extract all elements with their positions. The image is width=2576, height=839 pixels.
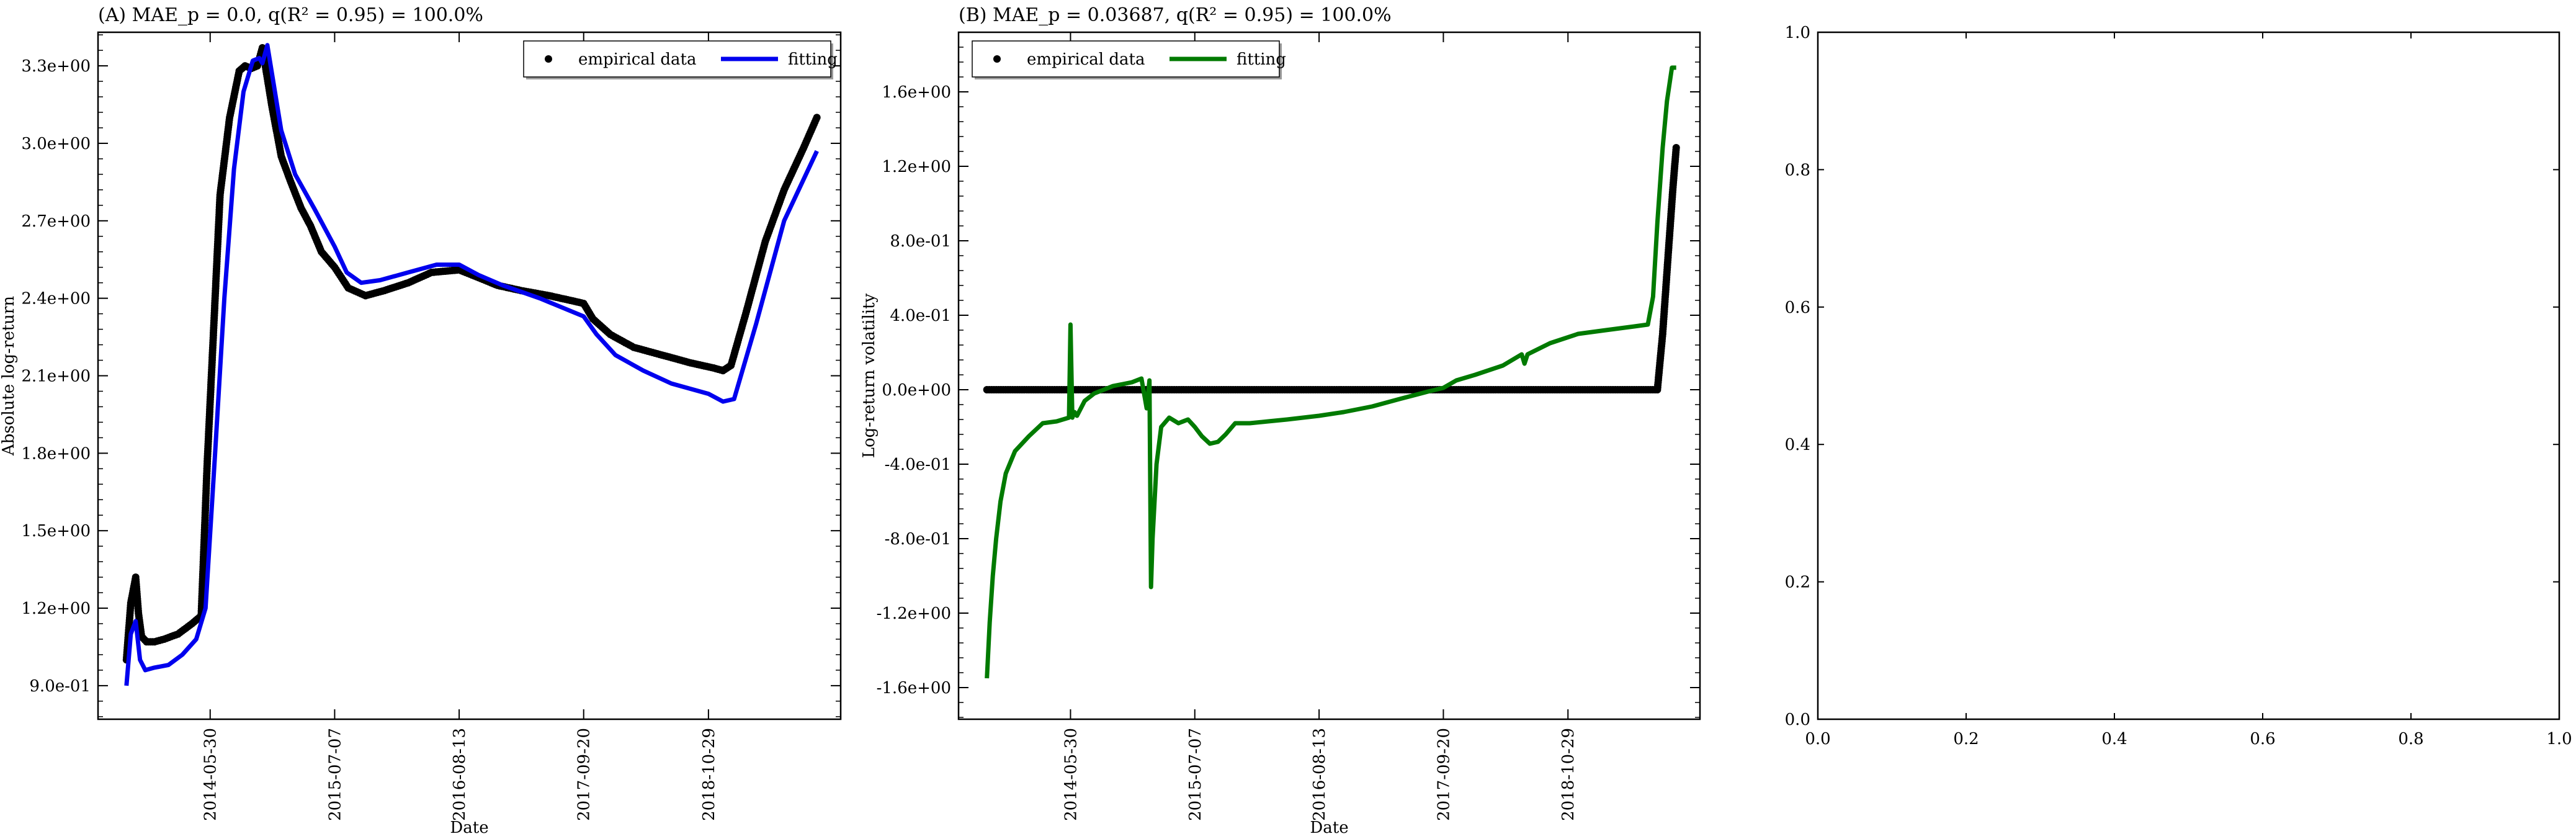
x-tick-label: 2016-08-13 xyxy=(450,728,469,821)
legend-marker xyxy=(993,55,1001,63)
panel-title: (A) MAE_p = 0.0, q(R² = 0.95) = 100.0% xyxy=(98,4,483,26)
legend: empirical data fitting xyxy=(523,40,838,79)
y-tick-label: 4.0e-01 xyxy=(890,307,951,325)
legend-label: empirical data xyxy=(578,50,696,69)
series-empirical-data-points xyxy=(983,144,1680,393)
y-tick-label: 0.4 xyxy=(1785,436,1810,454)
x-tick-label: 2015-07-07 xyxy=(326,728,344,821)
panel-1: 9.0e-01 1.2e+00 1.5e+00 1.8e+00 2.1e+00 2.4e+… xyxy=(0,4,842,837)
y-tick-label: -8.0e-01 xyxy=(885,530,951,549)
y-tick-label: 1.2e+00 xyxy=(21,599,91,618)
x-tick-label: 2017-09-20 xyxy=(1434,728,1453,821)
y-tick-label: 1.6e+00 xyxy=(882,83,951,102)
x-tick-label: 2015-07-07 xyxy=(1186,728,1205,821)
x-tick-label: 0.8 xyxy=(2398,730,2423,748)
x-tick-label: 1.0 xyxy=(2546,730,2572,748)
y-tick-label: 0.2 xyxy=(1785,573,1810,592)
panel-title: (B) MAE_p = 0.03687, q(R² = 0.95) = 100.… xyxy=(959,4,1392,26)
plot-frame xyxy=(97,31,842,720)
legend-marker xyxy=(545,55,552,63)
y-tick-label: 0.6 xyxy=(1785,298,1810,317)
legend-label: fitting xyxy=(788,50,838,69)
series-fitting-line xyxy=(124,43,819,686)
legend-label: fitting xyxy=(1237,50,1286,69)
y-tick-label: 2.4e+00 xyxy=(21,290,91,308)
y-tick-label: -1.2e+00 xyxy=(877,604,951,623)
legend: empirical data fitting xyxy=(972,40,1286,79)
y-tick-label: 0.0 xyxy=(1785,711,1810,729)
y-tick-label: 2.1e+00 xyxy=(21,367,91,386)
y-tick-label: 3.3e+00 xyxy=(21,57,91,76)
panel-2: -1.6e+00 -1.2e+00 -8.0e-01 -4.0e-01 0.0e+00 4… xyxy=(860,4,1701,837)
y-tick-label: 1.5e+00 xyxy=(21,522,91,541)
y-tick-label: 3.0e+00 xyxy=(21,135,91,153)
plot-frame xyxy=(957,31,1701,720)
y-axis-label: Absolute log-return xyxy=(0,296,18,456)
y-tick-label: 1.2e+00 xyxy=(882,158,951,176)
x-axis-label: Date xyxy=(450,819,488,837)
plot-frame xyxy=(1817,31,2560,720)
x-axis-label: Date xyxy=(1310,819,1348,837)
x-tick-label: 2014-05-30 xyxy=(1062,728,1080,821)
x-tick-label: 2018-10-29 xyxy=(1559,728,1578,821)
y-tick-label: -1.6e+00 xyxy=(877,679,951,698)
data-point xyxy=(1672,144,1680,151)
data-point xyxy=(813,114,821,122)
y-tick-label: 1.8e+00 xyxy=(21,444,91,463)
x-tick-label: 0.2 xyxy=(1953,730,1979,748)
x-tick-label: 0.4 xyxy=(2101,730,2127,748)
x-tick-label: 2014-05-30 xyxy=(202,728,220,821)
legend-box xyxy=(523,40,831,78)
y-tick-label: 0.0e+00 xyxy=(882,381,951,400)
y-tick-label: 9.0e-01 xyxy=(29,677,91,696)
x-tick-label: 0.0 xyxy=(1805,730,1830,748)
x-tick-label: 2017-09-20 xyxy=(575,728,594,821)
y-tick-label: -4.0e-01 xyxy=(885,455,951,474)
panel-3: 0.0 0.2 0.4 0.6 0.8 1.0 0.0 0.2 0.4 0.6 0.8 1.0 xyxy=(1785,24,2572,748)
series-fitting-line xyxy=(985,65,1676,679)
y-tick-label: 8.0e-01 xyxy=(890,232,951,251)
y-tick-label: 2.7e+00 xyxy=(21,212,91,231)
legend-box xyxy=(972,40,1280,78)
legend-label: empirical data xyxy=(1027,50,1145,69)
y-tick-label: 0.8 xyxy=(1785,161,1810,179)
x-tick-label: 2018-10-29 xyxy=(700,728,718,821)
y-axis-label: Log-return volatility xyxy=(860,293,879,458)
y-tick-label: 1.0 xyxy=(1785,24,1810,42)
x-tick-label: 2016-08-13 xyxy=(1310,728,1329,821)
x-tick-label: 0.6 xyxy=(2250,730,2275,748)
